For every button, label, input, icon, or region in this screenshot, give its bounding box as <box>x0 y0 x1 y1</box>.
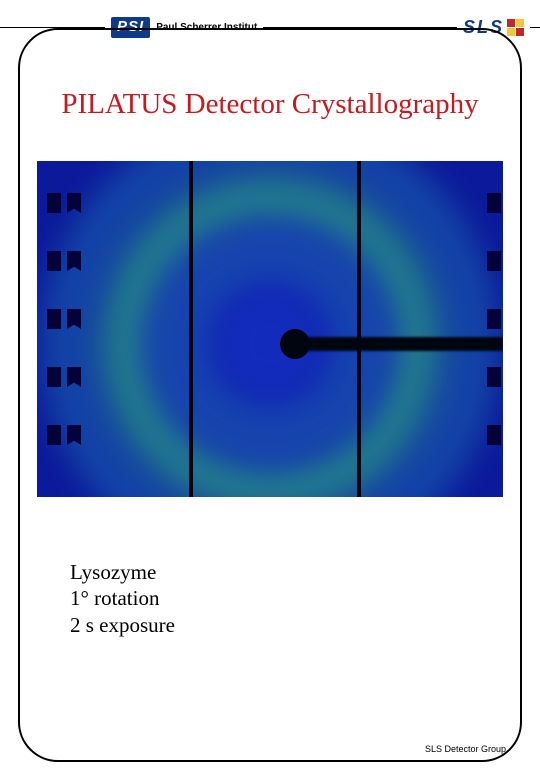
caption-line: 2 s exposure <box>70 612 506 638</box>
fiducial-marker <box>47 309 61 329</box>
fiducial-marker <box>47 425 61 445</box>
fiducial-marker <box>487 251 501 271</box>
fiducial-marker <box>487 367 501 387</box>
caption-line: 1° rotation <box>70 585 506 611</box>
fiducial-marker <box>67 193 81 213</box>
beamstop-shadow <box>299 337 503 351</box>
module-gap-line <box>189 161 193 497</box>
header-rule-tail <box>530 27 540 28</box>
caption-line: Lysozyme <box>70 559 506 585</box>
fiducial-marker <box>47 251 61 271</box>
swiss-square-icon <box>507 19 524 36</box>
fiducial-marker <box>487 193 501 213</box>
fiducial-marker <box>47 193 61 213</box>
fiducial-marker <box>487 425 501 445</box>
caption-block: Lysozyme1° rotation2 s exposure <box>70 559 506 638</box>
module-gap-line <box>357 161 361 497</box>
diffraction-image <box>37 161 503 497</box>
footer-text: SLS Detector Group <box>425 744 506 754</box>
fiducial-marker <box>47 367 61 387</box>
slide-title: PILATUS Detector Crystallography <box>34 88 506 121</box>
fiducial-marker <box>487 309 501 329</box>
beamstop <box>280 329 310 359</box>
slide-frame: PILATUS Detector Crystallography Lysozym… <box>18 28 522 762</box>
